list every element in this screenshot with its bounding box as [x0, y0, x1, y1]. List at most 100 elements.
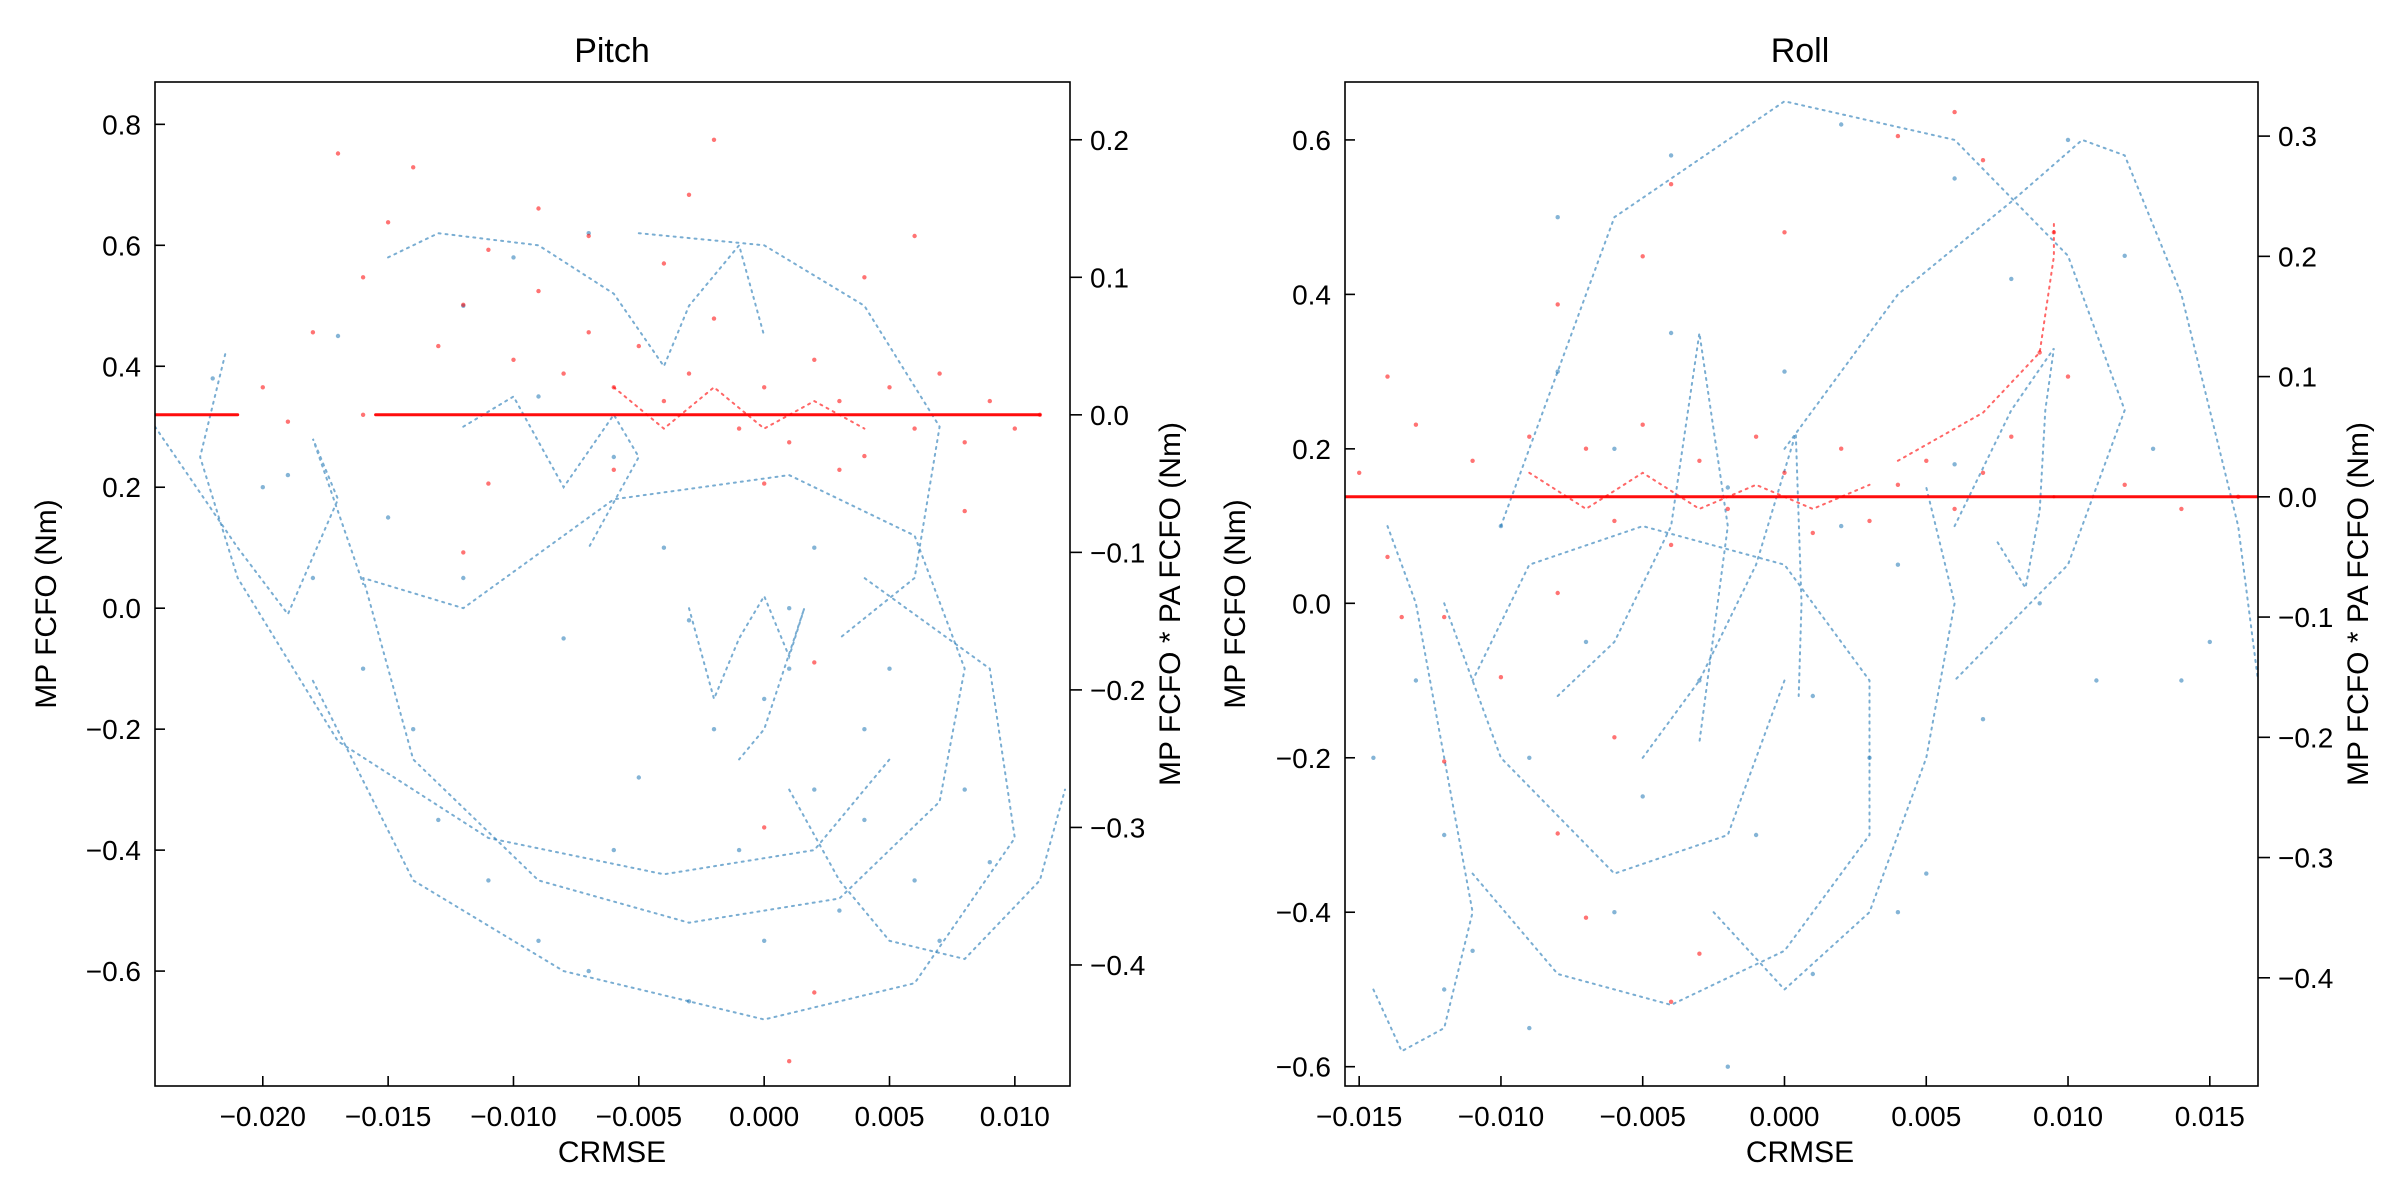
pitch-data-point: [586, 233, 591, 239]
pitch-data-point: [837, 467, 842, 472]
pitch-x-tick-label: 0.010: [980, 1101, 1050, 1132]
roll-data-point: [1839, 122, 1844, 127]
roll-data-point: [2179, 506, 2184, 512]
pitch-data-point: [335, 151, 341, 156]
roll-data-point: [2037, 601, 2042, 606]
pitch-data-point: [611, 454, 616, 460]
roll-x-tick-label: 0.015: [2175, 1101, 2245, 1132]
roll-axes-frame: [1344, 81, 2259, 1087]
roll-data-point: [1470, 458, 1475, 463]
roll-data-point: [1952, 176, 1957, 181]
pitch-data-point: [536, 288, 541, 294]
pitch-trace: [311, 577, 1016, 1021]
pitch-data-point: [1012, 426, 1017, 431]
roll-data-point: [1442, 987, 1447, 992]
roll-x-tick-label: −0.010: [1458, 1101, 1544, 1132]
roll-data-point: [1839, 523, 1844, 529]
roll-data-point: [1668, 330, 1674, 336]
roll-data-point: [1924, 871, 1929, 876]
pitch-data-point: [360, 275, 366, 280]
roll-data-point: [1782, 470, 1787, 475]
pitch-data-point: [335, 333, 341, 339]
roll-data-point: [1555, 215, 1560, 220]
roll-data-point: [1498, 523, 1504, 529]
roll-data-point: [1612, 518, 1617, 524]
pitch-data-point: [686, 371, 692, 376]
roll-data-point: [2009, 276, 2014, 282]
roll-y2-tick-label: −0.1: [2278, 602, 2333, 633]
pitch-data-point: [436, 817, 441, 823]
pitch-data-point: [360, 666, 366, 671]
pitch-data-point: [511, 255, 516, 260]
pitch-trace: [688, 593, 806, 761]
roll-x-tick-label: 0.005: [1891, 1101, 1961, 1132]
pitch-data-point: [762, 696, 767, 702]
pitch-data-point: [486, 247, 491, 252]
roll-data-point: [1498, 675, 1504, 680]
roll-data-point: [1612, 446, 1617, 451]
roll-data-point: [1583, 915, 1589, 920]
pitch-data-point: [611, 847, 616, 853]
pitch-trace: [612, 386, 866, 430]
pitch-data-point: [360, 412, 366, 417]
roll-data-point: [1442, 832, 1447, 838]
roll-data-point: [1399, 614, 1404, 620]
pitch-data-point: [260, 485, 265, 490]
roll-data-point: [1612, 735, 1617, 740]
pitch-data-point: [486, 481, 491, 486]
pitch-data-point: [511, 357, 516, 362]
roll-data-point: [1357, 470, 1362, 475]
pitch-trace: [788, 788, 1066, 961]
pitch-trace: [387, 232, 766, 369]
pitch-data-point: [711, 316, 717, 321]
roll-data-point: [1810, 693, 1816, 699]
roll-data-point: [1895, 562, 1901, 567]
roll-trace: [1372, 525, 1474, 1053]
roll-data-point: [1895, 482, 1901, 487]
roll-y2-tick-label: 0.2: [2278, 241, 2317, 272]
roll-y-tick-label: −0.4: [1276, 897, 1331, 928]
roll-data-point: [1640, 794, 1645, 799]
roll-data-point: [1555, 831, 1560, 836]
roll-data-point: [1782, 230, 1787, 235]
pitch-data-point: [611, 385, 616, 390]
roll-data-point: [1725, 506, 1731, 512]
pitch-data-point: [862, 727, 867, 732]
pitch-data-point: [310, 330, 316, 335]
roll-data-point: [2122, 253, 2127, 258]
pitch-y-axis-label: MP FCFO (Nm): [30, 499, 63, 708]
roll-data-point: [1583, 446, 1589, 451]
roll-data-point: [1442, 759, 1447, 764]
pitch-data-point: [536, 938, 541, 943]
pitch-data-point: [912, 878, 917, 883]
roll-x-tick-label: −0.015: [1316, 1101, 1402, 1132]
roll-y-tick-label: −0.6: [1276, 1052, 1331, 1083]
pitch-y-tick-label: −0.2: [86, 714, 141, 745]
roll-data-point: [1442, 614, 1447, 620]
pitch-trace: [462, 395, 640, 549]
pitch-y2-axis-label: MP FCFO * PA FCFO (Nm): [1154, 422, 1187, 786]
pitch-data-point: [411, 165, 416, 170]
roll-data-layer: [1345, 100, 2258, 1069]
pitch-data-point: [436, 343, 441, 349]
pitch-trace: [155, 425, 365, 617]
pitch-data-point: [762, 825, 767, 830]
pitch-data-point: [762, 385, 767, 390]
pitch-panel: Pitch CRMSE MP FCFO (Nm) MP FCFO * PA FC…: [30, 32, 1187, 1169]
pitch-x-tick-label: −0.010: [470, 1101, 556, 1132]
roll-data-point: [1895, 910, 1901, 915]
pitch-data-point: [962, 440, 967, 445]
pitch-y-tick-label: 0.0: [102, 593, 141, 624]
roll-data-point: [1867, 755, 1872, 760]
roll-trace: [1896, 219, 2055, 462]
pitch-data-point: [711, 727, 717, 732]
pitch-data-point: [636, 775, 641, 780]
pitch-data-point: [285, 472, 291, 478]
roll-data-point: [1583, 639, 1589, 645]
roll-data-point: [1668, 542, 1674, 548]
roll-data-point: [2207, 639, 2212, 645]
pitch-x-tick-label: 0.000: [729, 1101, 799, 1132]
pitch-data-point: [686, 999, 692, 1004]
pitch-data-point: [686, 192, 692, 197]
pitch-y-tick-label: −0.4: [86, 835, 141, 866]
